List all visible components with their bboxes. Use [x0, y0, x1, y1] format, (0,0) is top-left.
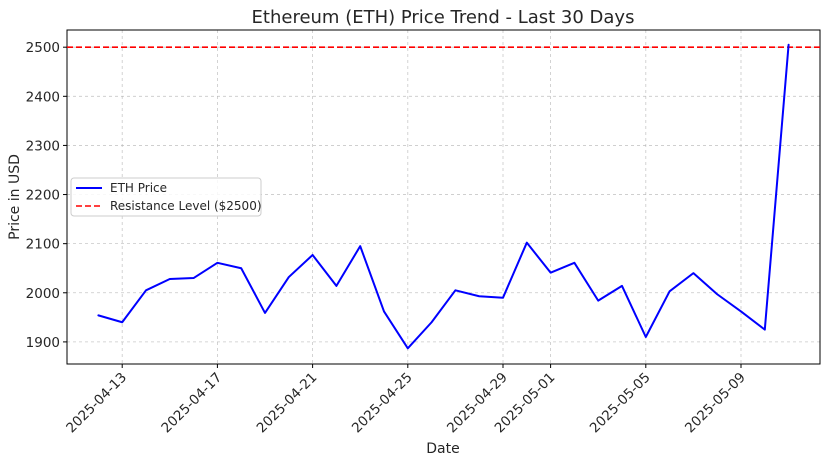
legend: ETH Price Resistance Level ($2500)	[70, 177, 262, 217]
y-tick-label-2500: 2500	[26, 40, 60, 56]
plot-frame	[66, 29, 821, 365]
legend-box	[70, 177, 262, 217]
x-tick-label-2025-04-25: 2025-04-25	[349, 370, 416, 437]
x-tick-label-2025-04-13: 2025-04-13	[63, 370, 130, 437]
y-tick-label-2000: 2000	[26, 286, 60, 302]
x-tick-label-2025-04-21: 2025-04-21	[254, 370, 321, 437]
y-tick-label-2100: 2100	[26, 237, 60, 253]
y-axis-ticks: 1900 2000 2100 2200 2300 2400 2500	[26, 40, 67, 351]
x-tick-label-2025-05-05: 2025-05-05	[587, 370, 654, 437]
grid	[67, 30, 820, 364]
x-axis-ticks: 2025-04-13 2025-04-17 2025-04-21 2025-04-25…	[63, 364, 749, 436]
y-axis-label: Price in USD	[7, 154, 23, 240]
legend-entry-resistance: Resistance Level ($2500)	[110, 199, 262, 213]
y-tick-label-2400: 2400	[26, 89, 60, 105]
x-tick-label-2025-05-09: 2025-05-09	[682, 370, 749, 437]
y-tick-label-2300: 2300	[26, 138, 60, 154]
y-tick-label-2200: 2200	[26, 188, 60, 204]
legend-entry-eth-price: ETH Price	[110, 181, 167, 195]
series	[97, 43, 790, 350]
x-axis-label: Date	[426, 441, 459, 457]
x-tick-label-2025-04-17: 2025-04-17	[158, 370, 225, 437]
series-line-eth-price	[97, 43, 790, 350]
chart-title: Ethereum (ETH) Price Trend - Last 30 Day…	[252, 7, 635, 28]
y-tick-label-1900: 1900	[26, 335, 60, 351]
